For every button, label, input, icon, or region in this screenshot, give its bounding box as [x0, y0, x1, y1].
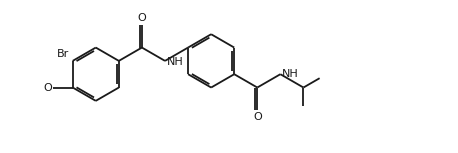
Text: O: O — [253, 112, 262, 122]
Text: O: O — [43, 82, 52, 93]
Text: NH: NH — [282, 69, 299, 79]
Text: Br: Br — [57, 49, 69, 59]
Text: NH: NH — [167, 57, 184, 67]
Text: O: O — [137, 13, 146, 23]
